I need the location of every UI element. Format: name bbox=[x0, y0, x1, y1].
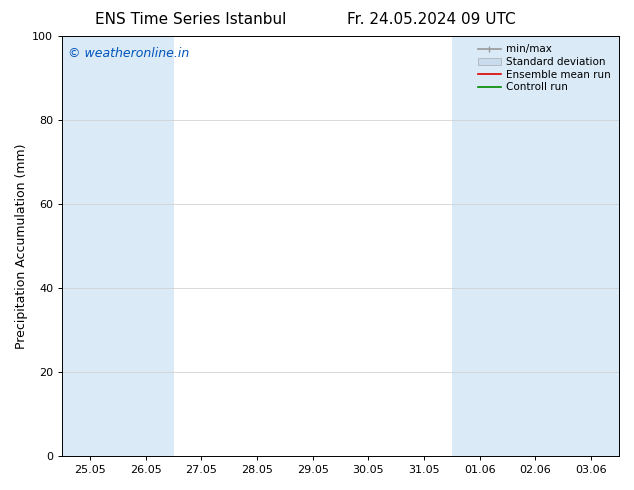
Text: © weatheronline.in: © weatheronline.in bbox=[68, 47, 189, 60]
Bar bbox=[62, 36, 118, 456]
Bar bbox=[452, 36, 508, 456]
Text: Fr. 24.05.2024 09 UTC: Fr. 24.05.2024 09 UTC bbox=[347, 12, 515, 27]
Text: ENS Time Series Istanbul: ENS Time Series Istanbul bbox=[94, 12, 286, 27]
Bar bbox=[508, 36, 564, 456]
Y-axis label: Precipitation Accumulation (mm): Precipitation Accumulation (mm) bbox=[15, 143, 28, 349]
Bar bbox=[118, 36, 174, 456]
Legend: min/max, Standard deviation, Ensemble mean run, Controll run: min/max, Standard deviation, Ensemble me… bbox=[474, 40, 615, 97]
Bar bbox=[564, 36, 619, 456]
